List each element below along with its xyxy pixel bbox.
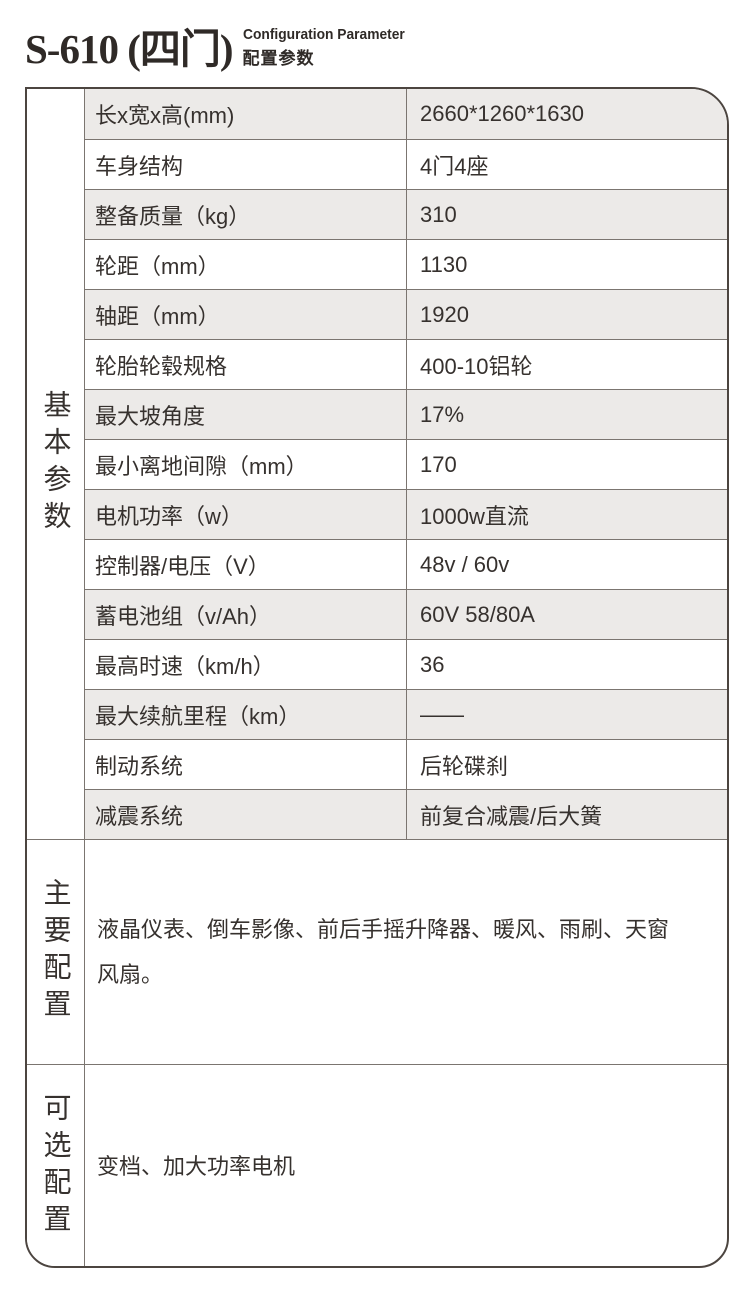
spec-row: 最大坡角度 17% — [85, 389, 727, 439]
spec-value-cell: 17% — [420, 401, 465, 427]
spec-value-cell: —— — [420, 701, 464, 727]
subtitle: Configuration Parameter 配置参数 — [243, 26, 419, 69]
spec-value-cell: 60V 58/80A — [420, 601, 535, 627]
spec-row: 最高时速（km/h） 36 — [85, 639, 727, 689]
optional-configuration-content: 变档、加大功率电机 — [85, 1065, 727, 1266]
spec-value-cell: 36 — [420, 651, 445, 677]
section-optional-configuration: 可选配置 变档、加大功率电机 — [27, 1064, 727, 1266]
spec-row: 控制器/电压（V） 48v / 60v — [85, 539, 727, 589]
page-title: S-610 (四门) — [25, 25, 234, 72]
section-label-text: 主要配置 — [40, 878, 72, 1026]
section-label-optional-configuration: 可选配置 — [27, 1065, 85, 1266]
main-configuration-content: 液晶仪表、倒车影像、前后手摇升降器、暖风、雨刷、天窗风扇。 — [85, 840, 727, 1064]
section-label-text: 基本参数 — [40, 390, 72, 538]
spec-row: 蓄电池组（v/Ah） 60V 58/80A — [85, 589, 727, 639]
spec-value-cell: 170 — [420, 451, 457, 477]
spec-label-cell: 制动系统 — [85, 740, 407, 789]
section-basic-parameters: 基本参数 长x宽x高(mm) 2660*1260*1630 车身结构 4门4座 整备质量… — [27, 89, 727, 839]
spec-row: 整备质量（kg） 310 — [85, 189, 727, 239]
spec-label-cell: 蓄电池组（v/Ah） — [85, 590, 407, 639]
spec-row: 轮胎轮毂规格 400-10铝轮 — [85, 339, 727, 389]
spec-value-cell: 48v / 60v — [420, 551, 510, 577]
section-main-configuration: 主要配置 液晶仪表、倒车影像、前后手摇升降器、暖风、雨刷、天窗风扇。 — [27, 839, 727, 1064]
spec-label-cell: 控制器/电压（V） — [85, 540, 407, 589]
spec-value-cell: 前复合减震/后大簧 — [420, 803, 603, 829]
spec-row: 轮距（mm） 1130 — [85, 239, 727, 289]
spec-label-cell: 长x宽x高(mm) — [85, 89, 407, 139]
spec-label-cell: 轮距（mm） — [85, 240, 407, 289]
spec-row: 最大续航里程（km） —— — [85, 689, 727, 739]
subtitle-chinese: 配置参数 — [242, 49, 315, 68]
spec-label-cell: 最大坡角度 — [85, 390, 407, 439]
spec-row: 长x宽x高(mm) 2660*1260*1630 — [85, 89, 727, 139]
spec-table: 基本参数 长x宽x高(mm) 2660*1260*1630 车身结构 4门4座 整备质量… — [25, 87, 729, 1268]
subtitle-english: Configuration Parameter — [242, 26, 405, 43]
spec-label-cell: 电机功率（w） — [85, 490, 407, 539]
spec-row: 制动系统 后轮碟刹 — [85, 739, 727, 789]
spec-label-cell: 最高时速（km/h） — [85, 640, 407, 689]
spec-row: 轴距（mm） 1920 — [85, 289, 727, 339]
section-label-main-configuration: 主要配置 — [27, 840, 85, 1064]
spec-value-cell: 1920 — [420, 301, 469, 327]
spec-label-cell: 减震系统 — [85, 790, 407, 839]
section-label-text: 可选配置 — [40, 1092, 72, 1241]
spec-row: 车身结构 4门4座 — [85, 139, 727, 189]
spec-row: 最小离地间隙（mm） 170 — [85, 439, 727, 489]
optional-configuration-text: 变档、加大功率电机 — [97, 1154, 296, 1179]
header: S-610 (四门) Configuration Parameter 配置参数 — [25, 26, 418, 72]
main-configuration-text: 液晶仪表、倒车影像、前后手摇升降器、暖风、雨刷、天窗风扇。 — [97, 917, 670, 987]
spec-value-cell: 2660*1260*1630 — [420, 101, 584, 126]
spec-row: 减震系统 前复合减震/后大簧 — [85, 789, 727, 839]
spec-label-cell: 车身结构 — [85, 140, 407, 189]
spec-value-cell: 310 — [420, 201, 457, 227]
spec-row: 电机功率（w） 1000w直流 — [85, 489, 727, 539]
spec-label-cell: 整备质量（kg） — [85, 190, 407, 239]
spec-value-cell: 4门4座 — [420, 153, 489, 179]
section-label-basic-parameters: 基本参数 — [27, 89, 85, 839]
spec-value-cell: 1130 — [420, 251, 468, 277]
spec-value-cell: 后轮碟刹 — [420, 753, 509, 779]
spec-value-cell: 400-10铝轮 — [420, 353, 533, 379]
spec-label-cell: 最小离地间隙（mm） — [85, 440, 407, 489]
basic-parameter-rows: 长x宽x高(mm) 2660*1260*1630 车身结构 4门4座 整备质量（kg） 3… — [85, 89, 727, 839]
spec-value-cell: 1000w直流 — [420, 503, 529, 529]
spec-label-cell: 轴距（mm） — [85, 290, 407, 339]
spec-label-cell: 最大续航里程（km） — [85, 690, 407, 739]
spec-label-cell: 轮胎轮毂规格 — [85, 340, 407, 389]
